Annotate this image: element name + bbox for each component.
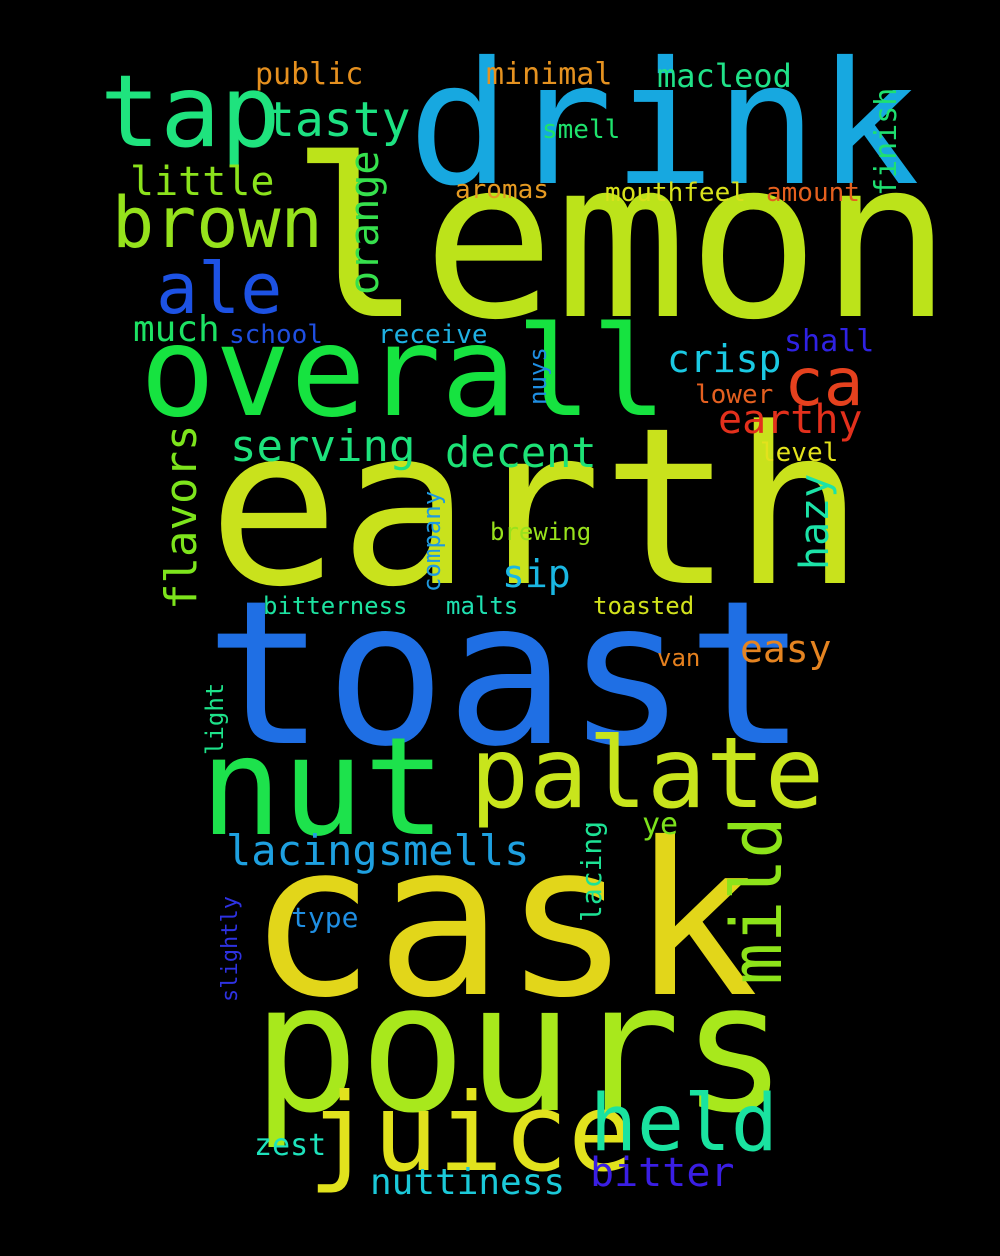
word-sip: sip [502,552,571,596]
word-ca: ca [784,344,864,421]
word-serving: serving [230,421,416,472]
word-school: school [229,320,323,350]
word-tap: tap [100,53,281,170]
word-nuttiness: nuttiness [370,1162,566,1203]
word-brown: brown [112,182,323,264]
word-nut: nut [200,709,446,867]
word-little: little [130,159,275,205]
word-mild: mild [716,816,798,985]
word-ye: ye [642,807,679,842]
word-flavors: flavors [156,424,207,610]
word-receive: receive [378,320,488,350]
word-zest: zest [254,1128,327,1163]
word-crisp: crisp [667,337,782,381]
word-minimal: minimal [486,57,613,92]
word-bitter: bitter [590,1150,735,1196]
word-orange: orange [342,150,388,296]
word-public: public [255,57,364,92]
word-finish: finish [869,87,904,196]
word-earth: earth [208,382,865,635]
word-mouthfeel: mouthfeel [605,178,746,208]
word-smell: smell [542,115,621,145]
word-hazy: hazy [792,473,838,570]
word-overall: overall [140,300,667,445]
word-easy: easy [740,627,832,671]
word-malts: malts [446,592,519,620]
word-tasty: tasty [266,92,411,148]
word-lacing: lacing [575,820,608,922]
word-pours: pours [252,945,788,1152]
word-company: company [418,490,446,592]
word-brewing: brewing [490,518,592,546]
word-cask: cask [248,797,759,1044]
word-juice: juice [308,1071,634,1196]
word-nuys: nuys [524,347,552,405]
word-much: much [133,309,220,350]
word-slightly: slightly [218,896,243,1002]
word-drink: drink [408,26,920,224]
word-earthy: earthy [718,397,863,443]
word-van: van [657,644,701,672]
word-lemon: lemon [290,112,953,368]
word-palate: palate [470,717,825,831]
word-macleod: macleod [657,57,792,95]
word-toasted: toasted [593,592,695,620]
word-lacingsmells: lacingsmells [226,826,530,875]
word-light: light [201,682,229,755]
word-lower: lower [695,380,774,410]
word-toast: toast [205,558,808,791]
word-decent: decent [445,428,597,477]
word-ale: ale [156,248,283,330]
word-bitterness: bitterness [263,592,408,620]
word-aromas: aromas [455,175,549,205]
word-held: held [590,1079,778,1169]
word-level: level [760,438,839,468]
word-amount: amount [766,178,860,208]
word-type: type [291,901,359,934]
word-shall: shall [784,324,875,359]
